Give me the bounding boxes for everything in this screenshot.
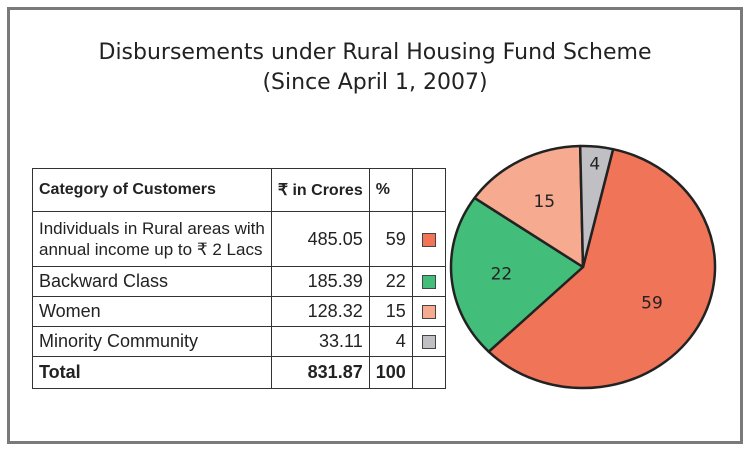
row-amount: 185.39 xyxy=(270,266,370,297)
row-key xyxy=(411,296,446,327)
total-percent: 100 xyxy=(368,356,413,389)
pie-slice-rural xyxy=(487,147,717,390)
header-key xyxy=(411,168,446,212)
header-amount: ₹ in Crores xyxy=(270,168,370,212)
row-percent: 59 xyxy=(368,211,413,267)
category-table: Category of Customers ₹ in Crores % Indi… xyxy=(32,168,446,389)
pie-label-rural: 59 xyxy=(641,294,663,314)
row-category: Women xyxy=(32,296,272,327)
title-line-1: Disbursements under Rural Housing Fund S… xyxy=(98,40,652,65)
table-row: Backward Class 185.39 22 xyxy=(32,266,446,297)
pie-label-women: 15 xyxy=(533,192,555,212)
pie-slice-women xyxy=(473,144,585,269)
chart-title: Disbursements under Rural Housing Fund S… xyxy=(0,38,750,98)
title-line-2: (Since April 1, 2007) xyxy=(262,70,488,95)
pie-slice-minority xyxy=(578,144,615,269)
row-category-line-2: annual income up to ₹ 2 Lacs xyxy=(39,240,263,259)
row-key xyxy=(411,211,446,267)
total-label: Total xyxy=(32,356,272,389)
table-row: Minority Community 33.11 4 xyxy=(32,326,446,357)
legend-swatch-backward xyxy=(421,275,436,290)
row-category: Individuals in Rural areas with annual i… xyxy=(32,211,272,267)
total-key xyxy=(411,356,446,389)
legend-swatch-women xyxy=(421,305,436,320)
legend-swatch-minority xyxy=(421,335,436,350)
pie-label-backward: 22 xyxy=(491,264,513,284)
row-category: Minority Community xyxy=(32,326,272,357)
legend-swatch-rural xyxy=(421,232,436,247)
row-key xyxy=(411,266,446,297)
header-percent: % xyxy=(368,168,413,212)
pie-chart: 59 22 15 4 xyxy=(449,144,717,390)
row-category: Backward Class xyxy=(32,266,272,297)
table-row: Individuals in Rural areas with annual i… xyxy=(32,211,446,267)
row-amount: 485.05 xyxy=(270,211,370,267)
row-percent: 4 xyxy=(368,326,413,357)
table-header-row: Category of Customers ₹ in Crores % xyxy=(32,168,446,212)
row-amount: 128.32 xyxy=(270,296,370,327)
row-category-line-1: Individuals in Rural areas with xyxy=(39,219,265,238)
row-percent: 22 xyxy=(368,266,413,297)
table-total-row: Total 831.87 100 xyxy=(32,356,446,389)
table-row: Women 128.32 15 xyxy=(32,296,446,327)
row-amount: 33.11 xyxy=(270,326,370,357)
pie-label-minority: 4 xyxy=(589,155,600,175)
pie-slice-backward xyxy=(449,196,585,353)
row-percent: 15 xyxy=(368,296,413,327)
header-category: Category of Customers xyxy=(32,168,272,212)
row-key xyxy=(411,326,446,357)
total-amount: 831.87 xyxy=(270,356,370,389)
